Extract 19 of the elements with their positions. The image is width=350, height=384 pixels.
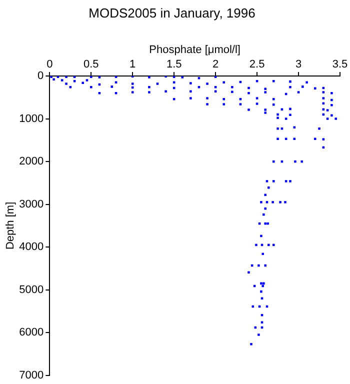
x-tick-label: 3.5 <box>332 58 348 70</box>
chart-title: MODS2005 in January, 1996 <box>88 5 256 20</box>
y-tick-label: 6000 <box>19 326 44 339</box>
x-tick-label: 1 <box>130 58 136 70</box>
x-axis-title: Phosphate [μmol/l] <box>149 44 241 56</box>
y-tick-label: 7000 <box>19 369 44 382</box>
x-tick-label: 3 <box>295 58 302 70</box>
y-tick-label: 3000 <box>19 198 44 210</box>
y-tick-label: 4000 <box>19 241 44 254</box>
x-tick-label: 2 <box>212 58 219 70</box>
y-axis-title: Depth [m] <box>4 202 17 250</box>
y-tick-label: 5000 <box>19 284 44 296</box>
y-tick-label: 2000 <box>19 156 44 168</box>
x-tick-label: 1.5 <box>166 58 182 70</box>
x-tick-label: 0.5 <box>84 58 99 70</box>
y-tick-label: 1000 <box>19 112 44 125</box>
y-tick-label: 0 <box>38 70 44 82</box>
x-tick-label: 0 <box>46 58 53 70</box>
x-tick-label: 2.5 <box>249 58 265 70</box>
